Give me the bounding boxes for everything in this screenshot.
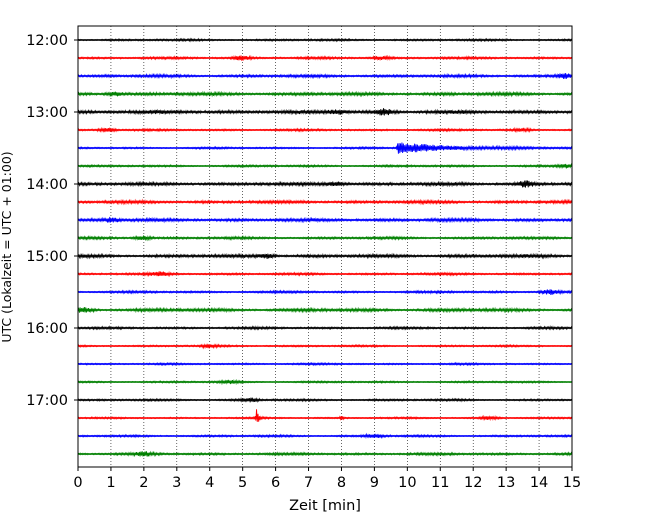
- x-tick-label: 15: [563, 475, 581, 491]
- trace-13:30: [77, 142, 573, 154]
- trace-12:15: [77, 54, 573, 62]
- trace-16:15: [77, 343, 573, 350]
- trace-15:45: [77, 306, 573, 314]
- y-tick-label: 13:00: [26, 105, 68, 121]
- trace-12:30: [77, 72, 573, 80]
- x-tick-label: 0: [73, 475, 82, 491]
- x-tick-label: 10: [398, 475, 416, 491]
- trace-15:00: [77, 252, 573, 260]
- trace-15:30: [77, 289, 573, 296]
- trace-17:15: [77, 409, 573, 422]
- x-axis: 0 1 2 3 4 5 6 7 8 9 10 11 12 13 14 15: [73, 467, 581, 491]
- y-tick-label: 14:00: [26, 177, 68, 193]
- y-tick-label: 15:00: [26, 249, 68, 265]
- y-axis-title: UTC (Lokalzeit = UTC + 01:00): [0, 151, 14, 342]
- trace-12:45: [77, 90, 573, 98]
- trace-13:15: [77, 126, 573, 134]
- x-tick-label: 2: [139, 475, 148, 491]
- x-tick-label: 3: [172, 475, 181, 491]
- x-tick-label: 5: [238, 475, 247, 491]
- x-tick-label: 4: [205, 475, 214, 491]
- y-axis: 12:00 13:00 14:00 15:00 16:00 17:00: [26, 33, 78, 409]
- trace-14:00: [77, 180, 573, 188]
- trace-14:15: [77, 198, 573, 206]
- seismogram-traces: [77, 37, 573, 458]
- x-tick-label: 12: [464, 475, 482, 491]
- x-tick-label: 6: [271, 475, 280, 491]
- y-tick-label: 12:00: [26, 33, 68, 49]
- x-tick-label: 11: [431, 475, 449, 491]
- trace-13:00: [77, 108, 573, 116]
- trace-13:45: [77, 163, 573, 169]
- x-tick-label: 1: [106, 475, 115, 491]
- x-tick-label: 7: [304, 475, 313, 491]
- y-tick-label: 17:00: [26, 393, 68, 409]
- trace-12:00: [77, 37, 573, 43]
- x-axis-title: Zeit [min]: [289, 498, 361, 514]
- trace-16:30: [77, 361, 573, 367]
- y-tick-label: 16:00: [26, 321, 68, 337]
- x-tick-label: 9: [370, 475, 379, 491]
- x-tick-label: 8: [337, 475, 346, 491]
- x-tick-label: 13: [497, 475, 515, 491]
- trace-17:00: [77, 397, 573, 403]
- trace-17:30: [77, 432, 573, 439]
- trace-15:15: [77, 270, 573, 278]
- trace-16:00: [77, 325, 573, 331]
- trace-17:45: [77, 450, 573, 458]
- trace-14:30: [77, 216, 573, 224]
- plot-frame: [77, 25, 573, 468]
- trace-16:45: [77, 378, 573, 386]
- trace-14:45: [77, 235, 573, 242]
- x-tick-label: 14: [530, 475, 548, 491]
